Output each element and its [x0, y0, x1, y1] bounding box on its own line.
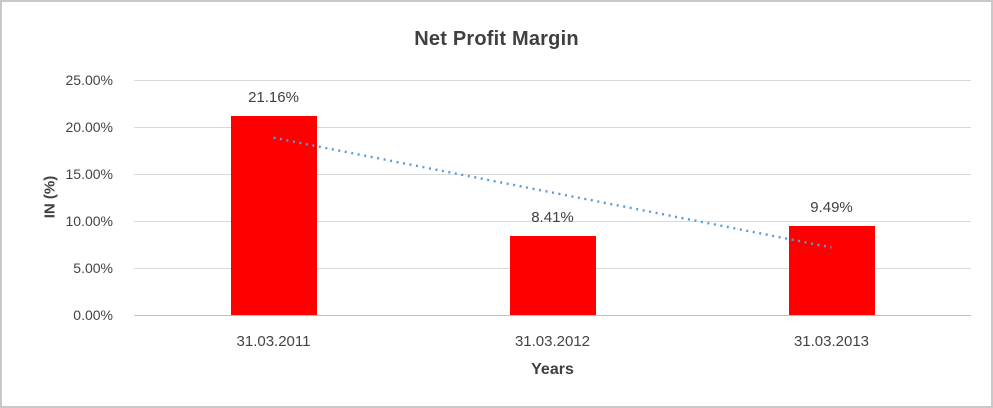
y-tick-label: 20.00%: [65, 119, 113, 135]
gridline: [134, 80, 971, 81]
y-tick-label: 0.00%: [73, 307, 113, 323]
plot-area: 21.16% 8.41% 9.49%: [134, 80, 971, 316]
x-tick-label: 31.03.2013: [793, 333, 870, 350]
x-axis-line: [134, 315, 971, 316]
x-tick-label: 31.03.2012: [514, 333, 591, 350]
bar-31.03.2011: [230, 116, 317, 315]
y-axis-title: IN (%): [41, 175, 59, 219]
y-tick-label: 10.00%: [65, 213, 113, 229]
y-tick-label: 25.00%: [65, 72, 113, 88]
bar-31.03.2013: [788, 225, 875, 315]
bar-31.03.2012: [509, 235, 596, 315]
data-label: 8.41%: [531, 208, 574, 226]
x-axis-title: Years: [531, 361, 574, 378]
y-tick-label: 5.00%: [73, 260, 113, 276]
gridline: [134, 127, 971, 128]
y-tick-label: 15.00%: [65, 166, 113, 182]
data-label: 21.16%: [248, 89, 299, 107]
chart-title: Net Profit Margin: [414, 28, 579, 50]
data-label: 9.49%: [810, 198, 853, 216]
trendline-path: [273, 136, 832, 249]
x-tick-label: 31.03.2011: [236, 333, 311, 350]
